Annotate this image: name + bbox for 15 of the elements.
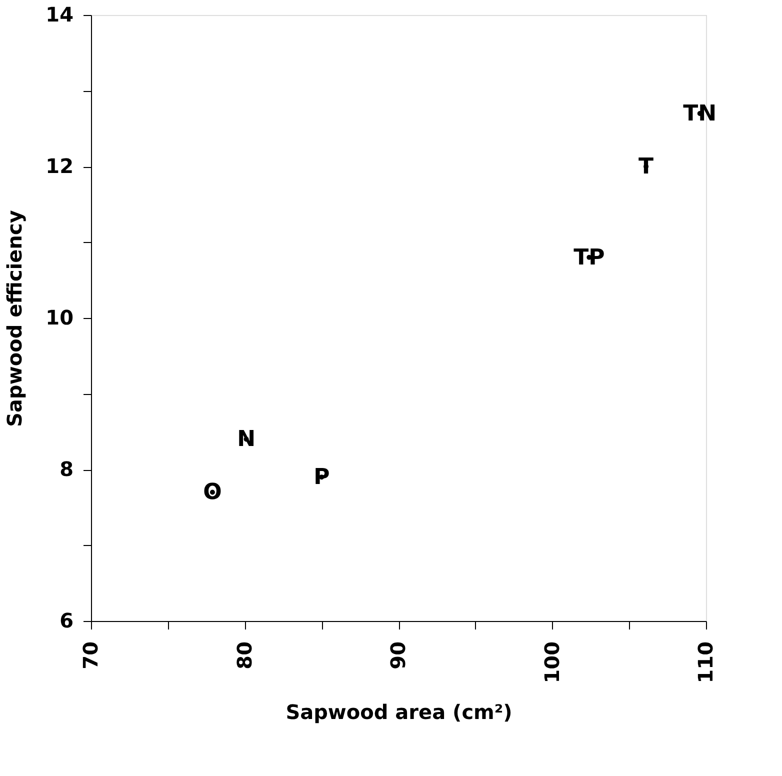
y-axis-title: Sapwood efficiency	[2, 210, 27, 427]
y-tick-label: 12	[46, 154, 74, 178]
x-tick-label: 100	[540, 642, 564, 684]
y-tick-label: 10	[46, 306, 74, 330]
x-tick-label: 110	[694, 642, 718, 684]
y-tick-label: 8	[60, 457, 74, 481]
x-tick-label: 70	[78, 642, 102, 670]
y-tick-label: 14	[46, 2, 74, 26]
data-label: O	[203, 480, 222, 506]
x-axis-title: Sapwood area (cm²)	[286, 700, 512, 724]
data-label: TN	[683, 101, 717, 126]
x-tick-label: 90	[386, 642, 410, 670]
y-tick-label: 6	[60, 608, 74, 632]
x-tick-label: 80	[232, 642, 256, 670]
data-label: TP	[574, 245, 605, 270]
